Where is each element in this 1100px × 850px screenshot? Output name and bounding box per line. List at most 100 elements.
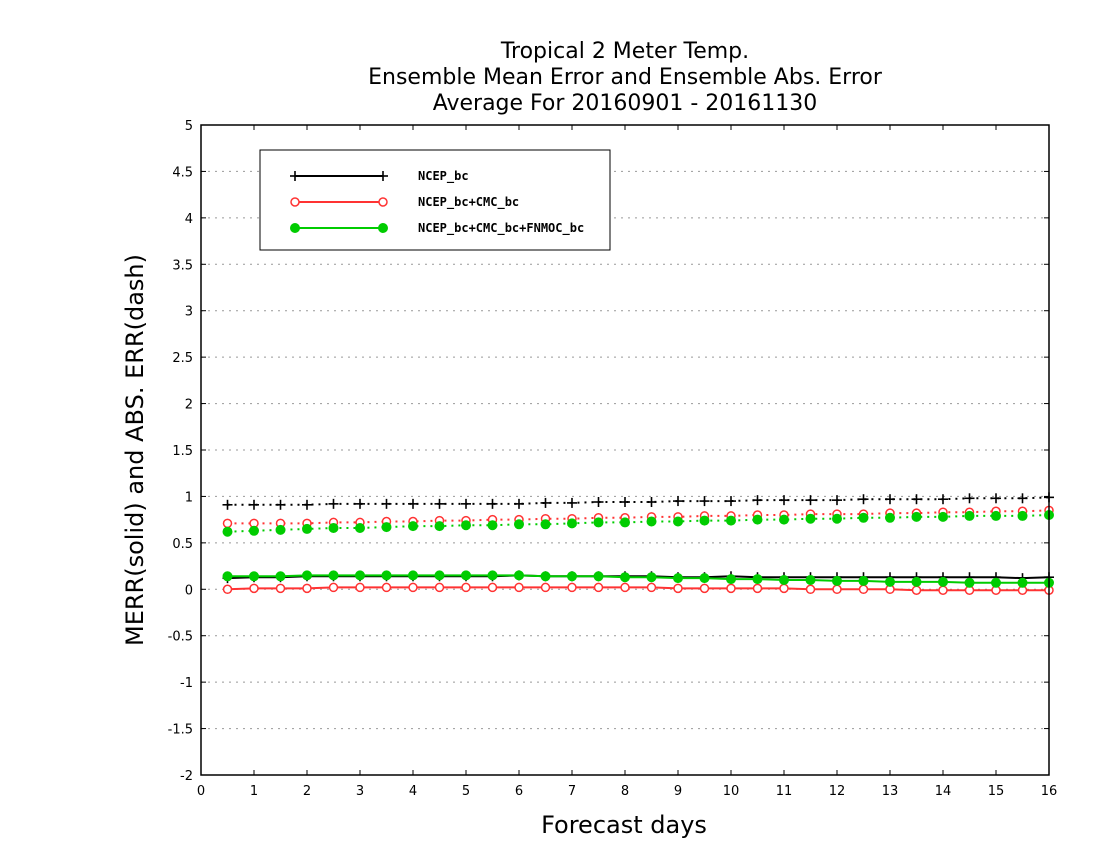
- abs-err-point: [434, 498, 445, 509]
- abs-err-point: [779, 495, 789, 506]
- merr-point: [408, 582, 418, 593]
- x-tick-label: 12: [829, 784, 846, 799]
- abs-err-point: [858, 512, 869, 523]
- merr-point: [540, 571, 551, 582]
- x-tick-label: 9: [674, 784, 682, 799]
- merr-point: [832, 584, 842, 595]
- abs-err-point: [222, 526, 233, 537]
- abs-err-point: [328, 523, 339, 533]
- y-tick-label: 5: [185, 119, 193, 134]
- merr-point: [673, 583, 683, 594]
- legend-label: NCEP_bc+CMC_bc: [418, 195, 519, 210]
- merr-point: [302, 583, 312, 594]
- abs-err-point: [752, 495, 763, 506]
- legend-entry: NCEP_bc+CMC_bc: [290, 195, 519, 210]
- abs-err-point: [646, 516, 657, 527]
- abs-err-point: [699, 515, 710, 526]
- abs-err-point: [222, 518, 233, 529]
- legend: NCEP_bc NCEP_bc+CMC_bc NCEP_bc+CMC_bc+FNMO…: [259, 149, 611, 251]
- abs-err-point: [355, 523, 365, 533]
- x-tick-label: 14: [935, 784, 952, 799]
- series-1: [222, 492, 1054, 584]
- y-tick-label: 3: [185, 305, 193, 320]
- y-tick-label: 1.5: [172, 444, 193, 459]
- abs-err-point: [752, 514, 763, 525]
- abs-err-point: [487, 520, 498, 531]
- merr-point: [487, 582, 498, 593]
- y-tick-label: 0: [185, 583, 193, 598]
- merr-point: [911, 585, 922, 595]
- abs-err-point: [832, 513, 842, 524]
- merr-point: [381, 570, 392, 581]
- legend-marker: [378, 171, 388, 181]
- y-tick-label: 1: [185, 490, 193, 505]
- merr-point: [805, 575, 816, 585]
- series-3: [222, 510, 1054, 588]
- merr-point: [752, 583, 763, 594]
- y-tick-label: 3.5: [172, 258, 193, 273]
- abs-err-point: [964, 493, 975, 504]
- abs-err-point: [567, 497, 577, 508]
- legend-label: NCEP_bc+CMC_bc+FNMOC_bc: [418, 221, 584, 236]
- plot-frame: [200, 124, 1050, 776]
- y-tick-label: -1.5: [168, 723, 193, 738]
- abs-err-point: [408, 498, 418, 509]
- merr-point: [434, 570, 445, 581]
- merr-point: [620, 572, 630, 583]
- merr-point: [779, 575, 789, 585]
- abs-err-point: [514, 498, 524, 509]
- abs-err-point: [938, 494, 948, 505]
- y-tick-label: -1: [180, 676, 193, 691]
- abs-err-line: [227, 509, 1050, 525]
- abs-err-point: [673, 516, 683, 527]
- abs-err-point: [461, 520, 471, 531]
- x-tick-label: 11: [776, 784, 793, 799]
- abs-err-point: [779, 514, 789, 525]
- merr-point: [646, 582, 657, 593]
- chart-title: Tropical 2 Meter Temp. Ensemble Mean Err…: [368, 39, 883, 116]
- abs-err-point: [593, 517, 604, 528]
- y-tick-label: 4: [185, 212, 193, 227]
- merr-point: [567, 582, 577, 593]
- merr-point: [673, 573, 683, 584]
- abs-err-point: [938, 511, 948, 522]
- abs-err-point: [885, 494, 895, 505]
- merr-point: [381, 582, 392, 593]
- legend-entry: NCEP_bc: [290, 169, 469, 184]
- merr-point: [858, 575, 869, 586]
- legend-label: NCEP_bc: [418, 169, 469, 184]
- abs-err-point: [620, 517, 630, 528]
- abs-err-point: [620, 497, 630, 507]
- abs-err-point: [434, 521, 445, 532]
- y-axis-label: MERR(solid) and ABS. ERR(dash): [121, 254, 149, 646]
- abs-err-point: [991, 510, 1001, 521]
- abs-err-point: [673, 496, 683, 507]
- merr-point: [249, 583, 259, 594]
- abs-err-point: [275, 524, 286, 535]
- merr-point: [805, 584, 816, 595]
- legend-box: [259, 149, 611, 251]
- legend-marker: [290, 223, 300, 233]
- merr-point: [275, 571, 286, 582]
- abs-err-point: [302, 499, 312, 510]
- x-tick-label: 15: [988, 784, 1005, 799]
- abs-err-point: [328, 498, 339, 509]
- legend-marker: [290, 197, 300, 207]
- axis-ticks: 54.543.532.521.510.50-0.5-1-1.5-20 1 2 3 4 5 6…: [168, 119, 1058, 799]
- abs-err-point: [381, 498, 392, 509]
- merr-point: [275, 583, 286, 594]
- abs-err-point: [249, 525, 259, 536]
- merr-point: [699, 573, 710, 584]
- merr-point: [408, 570, 418, 581]
- abs-err-point: [540, 519, 551, 530]
- merr-point: [355, 570, 365, 581]
- x-tick-label: 5: [462, 784, 470, 799]
- title-line-1: Tropical 2 Meter Temp.: [500, 39, 749, 64]
- legend-marker: [378, 197, 388, 207]
- x-tick-label: 7: [568, 784, 576, 799]
- merr-point: [964, 577, 975, 588]
- merr-point: [646, 572, 657, 583]
- merr-point: [726, 583, 736, 594]
- abs-err-point: [805, 513, 816, 524]
- abs-err-point: [514, 519, 524, 530]
